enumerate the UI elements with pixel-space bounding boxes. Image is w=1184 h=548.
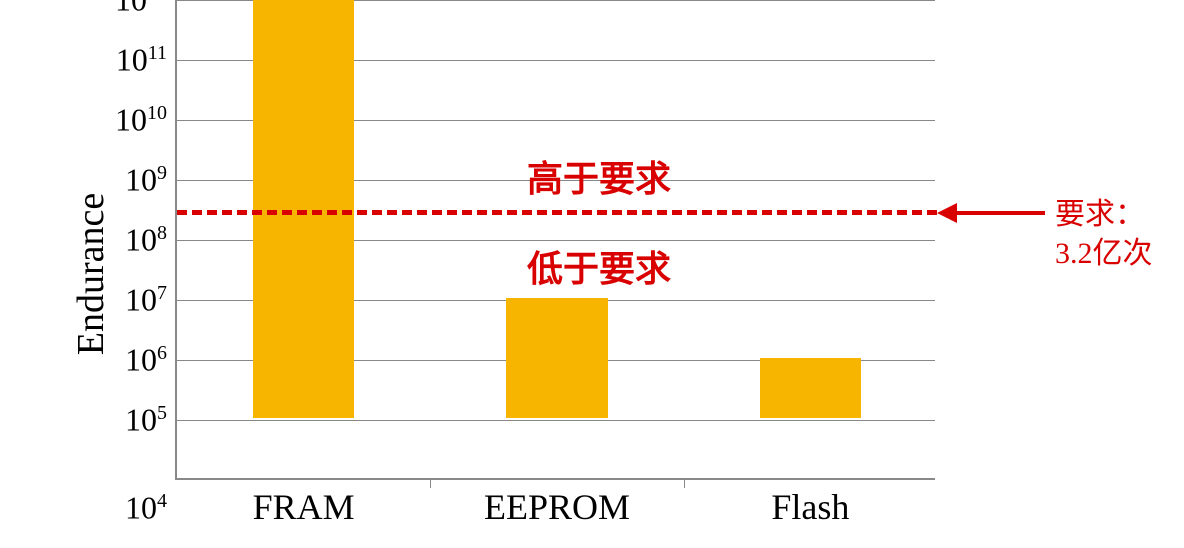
annotation-above-threshold: 高于要求 [527,150,671,202]
ytick-1e7: 107 [125,282,167,319]
requirement-label-line1: 要求： [1055,198,1145,231]
y-axis-label: Endurance [69,193,113,355]
requirement-label: 要求： 3.2亿次 [1055,195,1153,273]
ytick-1e12: 1012 [115,0,167,19]
category-divider [430,478,431,488]
annotation-below-threshold: 低于要求 [527,240,671,292]
bar-flash [760,358,861,418]
gridline [177,420,935,421]
plot-area: 105106107108109101010111012104FRAMEEPROM… [175,0,935,480]
requirement-label-line2: 3.2亿次 [1055,237,1153,270]
category-divider [684,478,685,488]
category-label-flash: Flash [771,486,849,528]
bar-fram [253,0,354,418]
ytick-1e9: 109 [125,162,167,199]
chart-container: Endurance 105106107108109101010111012104… [0,0,1184,548]
ytick-1e11: 1011 [116,42,167,79]
ytick-1e8: 108 [125,222,167,259]
ytick-1e5: 105 [125,402,167,439]
ytick-1e10: 1010 [115,102,167,139]
threshold-arrow-head [937,203,957,223]
ytick-1e6: 106 [125,342,167,379]
ytick-1e4: 104 [125,490,167,527]
bar-eeprom [506,298,607,418]
category-label-eeprom: EEPROM [484,486,630,528]
threshold-line [177,210,937,215]
threshold-arrow-line [955,211,1045,215]
category-label-fram: FRAM [253,486,355,528]
